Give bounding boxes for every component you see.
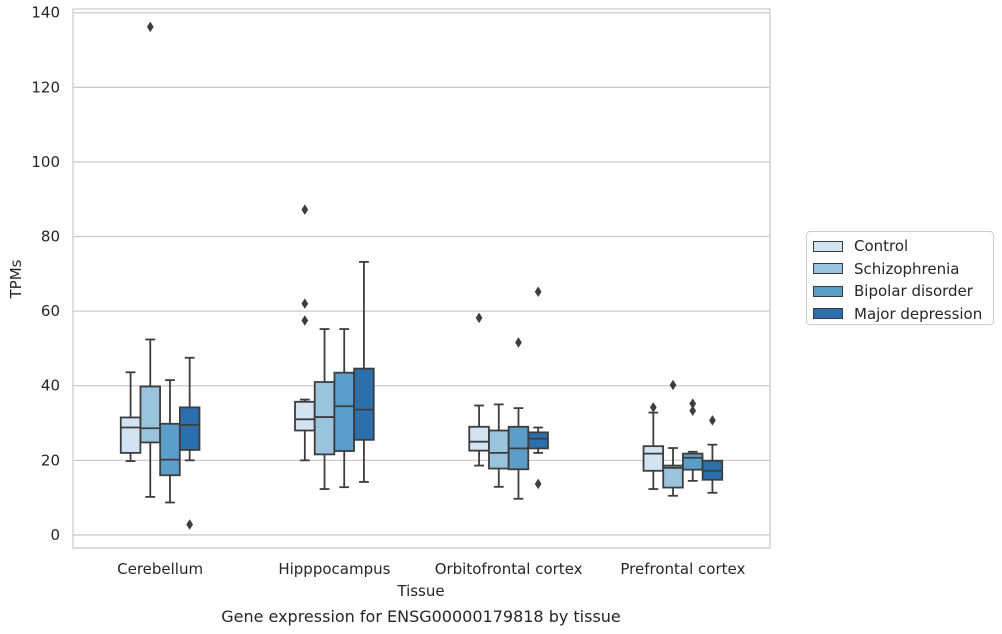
y-tick-label-120: 120 [31,78,60,96]
x-tick-label-3: Prefrontal cortex [620,560,745,578]
outlier-point-0 [146,21,154,33]
y-tick-label-140: 140 [31,4,60,22]
box-iqr [488,429,510,470]
x-tick-labels: Cerebellum Hipppocampus Orbitofrontal cort… [117,560,745,578]
legend-swatch-bipolar-disorder [813,285,843,297]
x-tick-label-2: Orbitofrontal cortex [435,560,583,578]
box-iqr [353,367,375,441]
box-3-2 [682,398,704,482]
box-2-3 [527,286,549,490]
y-tick-labels: 0 20 40 60 80 100 120 140 [31,4,60,544]
legend-swatch-major-depression [813,308,843,320]
y-tick-label-20: 20 [41,451,60,469]
legend-label-control: Control [854,237,909,256]
outlier-point-1 [689,398,697,409]
x-tick-label-0: Cerebellum [117,560,203,578]
box-3-1 [662,379,684,497]
box-iqr [333,371,355,452]
y-tick-label-0: 0 [50,526,60,544]
box-2-1 [488,403,510,488]
box-0-0 [119,371,142,462]
box-iqr [468,425,490,452]
outlier-point-0 [709,415,716,426]
x-tick-label-1: Hipppocampus [278,560,390,578]
legend-item-bipolar-disorder: Bipolar disorder [813,280,993,303]
box-groups [119,21,724,530]
outlier-point-0 [186,519,194,530]
legend-swatch-schizophrenia [813,263,843,275]
chart-title: Gene expression for ENSG00000179818 by t… [221,607,621,626]
box-3-3 [701,415,724,494]
box-2-0 [468,312,490,467]
outlier-point-0 [689,405,697,416]
box-iqr [159,422,181,477]
box-0-1 [139,21,161,498]
legend-swatch-control [813,240,843,252]
box-iqr [313,381,336,456]
outlier-point-0 [649,402,657,413]
y-tick-label-60: 60 [41,302,60,320]
box-iqr [119,416,142,454]
box-1-3 [353,261,375,483]
y-tick-label-40: 40 [41,377,60,395]
outlier-point-1 [301,298,309,309]
box-iqr [682,452,704,471]
y-tick-label-80: 80 [41,228,60,246]
box-iqr [139,385,161,444]
box-2-2 [507,337,530,500]
y-axis-label: TPMs [7,259,25,299]
box-iqr [642,445,665,472]
box-1-0 [294,204,316,462]
box-1-1 [313,328,336,490]
outlier-point-2 [301,204,309,215]
legend-item-control: Control [813,235,993,258]
legend-label-schizophrenia: Schizophrenia [854,259,960,278]
outlier-point-1 [534,286,542,297]
box-1-2 [333,328,355,489]
box-0-3 [178,356,201,530]
outlier-point-0 [669,379,677,391]
outlier-point-0 [534,478,542,490]
legend-label-bipolar-disorder: Bipolar disorder [854,282,973,301]
x-axis-label: Tissue [396,582,444,600]
legend-item-major-depression: Major depression [813,303,993,326]
legend-item-schizophrenia: Schizophrenia [813,258,993,281]
box-iqr [294,400,316,432]
legend: Control Schizophrenia Bipolar disorder M… [806,231,994,325]
box-iqr [527,431,549,450]
plot-frame [72,8,771,549]
box-iqr [662,464,684,489]
y-tick-label-100: 100 [31,153,60,171]
box-0-2 [159,379,181,504]
legend-label-major-depression: Major depression [854,304,983,323]
outlier-point-0 [301,315,309,326]
outlier-point-0 [475,312,483,324]
box-iqr [178,406,201,451]
outlier-point-0 [515,337,522,348]
box-3-0 [642,402,665,490]
